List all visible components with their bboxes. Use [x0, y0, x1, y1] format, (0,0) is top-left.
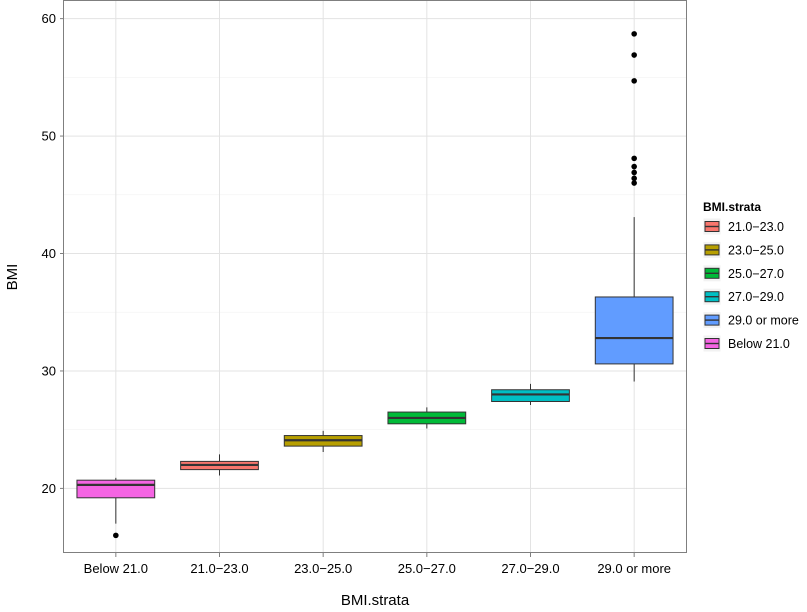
legend-item-label: Below 21.0 [728, 337, 790, 351]
legend-item-label: 23.0−25.0 [728, 243, 784, 257]
y-tick-label: 60 [42, 11, 56, 26]
boxes-layer [76, 31, 674, 539]
legend: BMI.strata 21.0−23.0 23.0−25.0 25.0−27.0 27… [702, 200, 799, 353]
x-tick-label: 23.0−25.0 [294, 561, 352, 576]
outlier-point [631, 163, 637, 170]
x-axis-title: BMI.strata [341, 592, 410, 609]
x-tick-label: 25.0−27.0 [398, 561, 456, 576]
box-body [491, 389, 570, 402]
outlier-point [631, 169, 637, 176]
legend-title: BMI.strata [703, 200, 761, 214]
outlier-point [631, 31, 637, 37]
box-body [594, 296, 674, 365]
plot-panel-border [63, 0, 687, 553]
x-tick-label: 21.0−23.0 [190, 561, 248, 576]
outlier-point [631, 52, 637, 58]
legend-item-label: 25.0−27.0 [728, 267, 784, 281]
legend-item-label: 29.0 or more [728, 314, 799, 328]
x-tick-label: 27.0−29.0 [501, 561, 559, 576]
x-tick-label: Below 21.0 [84, 561, 148, 576]
y-tick-label: 20 [42, 481, 56, 496]
outlier-point [631, 78, 637, 84]
y-tick-label: 40 [42, 246, 56, 261]
grid-layer [64, 1, 686, 553]
y-axis-title: BMI [4, 264, 21, 291]
outlier-point [631, 180, 637, 186]
box-body [76, 479, 156, 499]
x-tick-label: 29.0 or more [597, 561, 671, 576]
outlier-point [113, 532, 119, 539]
outlier-point [631, 175, 637, 182]
legend-item-label: 27.0−29.0 [728, 290, 784, 304]
axes-layer: 20 30 40 50 60 Below 21.0 21.0−23.0 23.0−25.0 25… [42, 11, 671, 576]
outlier-point [631, 155, 637, 162]
y-tick-label: 50 [42, 129, 56, 144]
legend-item-label: 21.0−23.0 [728, 220, 784, 234]
y-tick-label: 30 [42, 363, 56, 378]
